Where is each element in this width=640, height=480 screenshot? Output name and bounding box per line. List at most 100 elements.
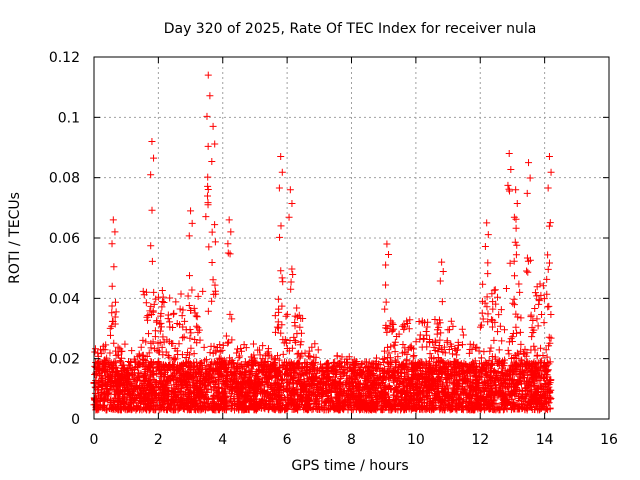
data-point [395,400,403,408]
data-point [505,350,513,358]
data-point [200,398,208,406]
data-point [220,356,228,364]
data-point [149,385,157,393]
data-point [489,305,497,313]
data-point [543,275,551,283]
data-point [472,344,480,352]
data-point [320,406,328,414]
data-point [151,377,159,385]
data-point [531,305,539,313]
data-point [349,358,357,366]
data-point [383,328,391,336]
data-point [254,346,262,354]
data-point [512,215,520,223]
data-point [486,385,494,393]
data-point [419,364,427,372]
data-point [156,327,164,335]
data-point [274,318,282,326]
data-point [390,341,398,349]
data-point [114,405,122,413]
data-point [175,340,183,348]
data-point [490,286,498,294]
data-point [421,370,429,378]
data-point [187,306,195,314]
data-point [529,393,537,401]
data-point [158,303,166,311]
data-point [277,267,285,275]
data-point [182,326,190,334]
data-point [219,341,227,349]
data-point [530,326,538,334]
data-point [134,353,142,361]
data-point [305,347,313,355]
data-point [91,345,99,353]
data-point [128,347,136,355]
data-point [353,377,361,385]
data-point [128,390,136,398]
data-point [219,357,227,365]
data-point [328,398,336,406]
data-point [447,340,455,348]
data-point [223,374,231,382]
data-point [371,365,379,373]
data-point [202,213,210,221]
data-point [512,388,520,396]
data-point [136,405,144,413]
data-point [309,362,317,370]
data-point [345,365,353,373]
data-point [380,347,388,355]
data-point [378,387,386,395]
data-point [91,348,99,356]
data-point [164,315,172,323]
data-point [352,396,360,404]
data-point [442,379,450,387]
data-point [524,358,532,366]
data-point [447,371,455,379]
data-point [146,361,154,369]
data-point [478,364,486,372]
data-point [275,356,283,364]
data-point [433,330,441,338]
data-point [453,404,461,412]
data-point [392,364,400,372]
data-point [398,387,406,395]
data-point [307,382,315,390]
data-point [224,339,232,347]
data-point [290,333,298,341]
data-point [146,307,154,315]
data-point [488,290,496,298]
data-point [519,373,527,381]
data-point [544,265,552,273]
data-point [278,274,286,282]
data-point [264,361,272,369]
data-point [111,298,119,306]
data-point [302,390,310,398]
data-point [481,299,489,307]
data-point [539,362,547,370]
data-point [441,349,449,357]
data-point [257,380,265,388]
data-point [497,368,505,376]
data-point [271,355,279,363]
data-point [444,391,452,399]
data-point [381,305,389,313]
data-point [117,348,125,356]
data-point [114,351,122,359]
data-point [342,358,350,366]
data-point [175,400,183,408]
data-point [391,348,399,356]
data-point [147,242,155,250]
data-point [523,267,531,275]
data-point [284,379,292,387]
data-point [253,370,261,378]
data-point [272,398,280,406]
data-point [426,350,434,358]
data-point [540,319,548,327]
data-point [226,250,234,258]
data-point [271,328,279,336]
data-point [335,362,343,370]
data-point [406,316,414,324]
data-point [501,356,509,364]
data-point [414,389,422,397]
data-point [541,406,549,414]
